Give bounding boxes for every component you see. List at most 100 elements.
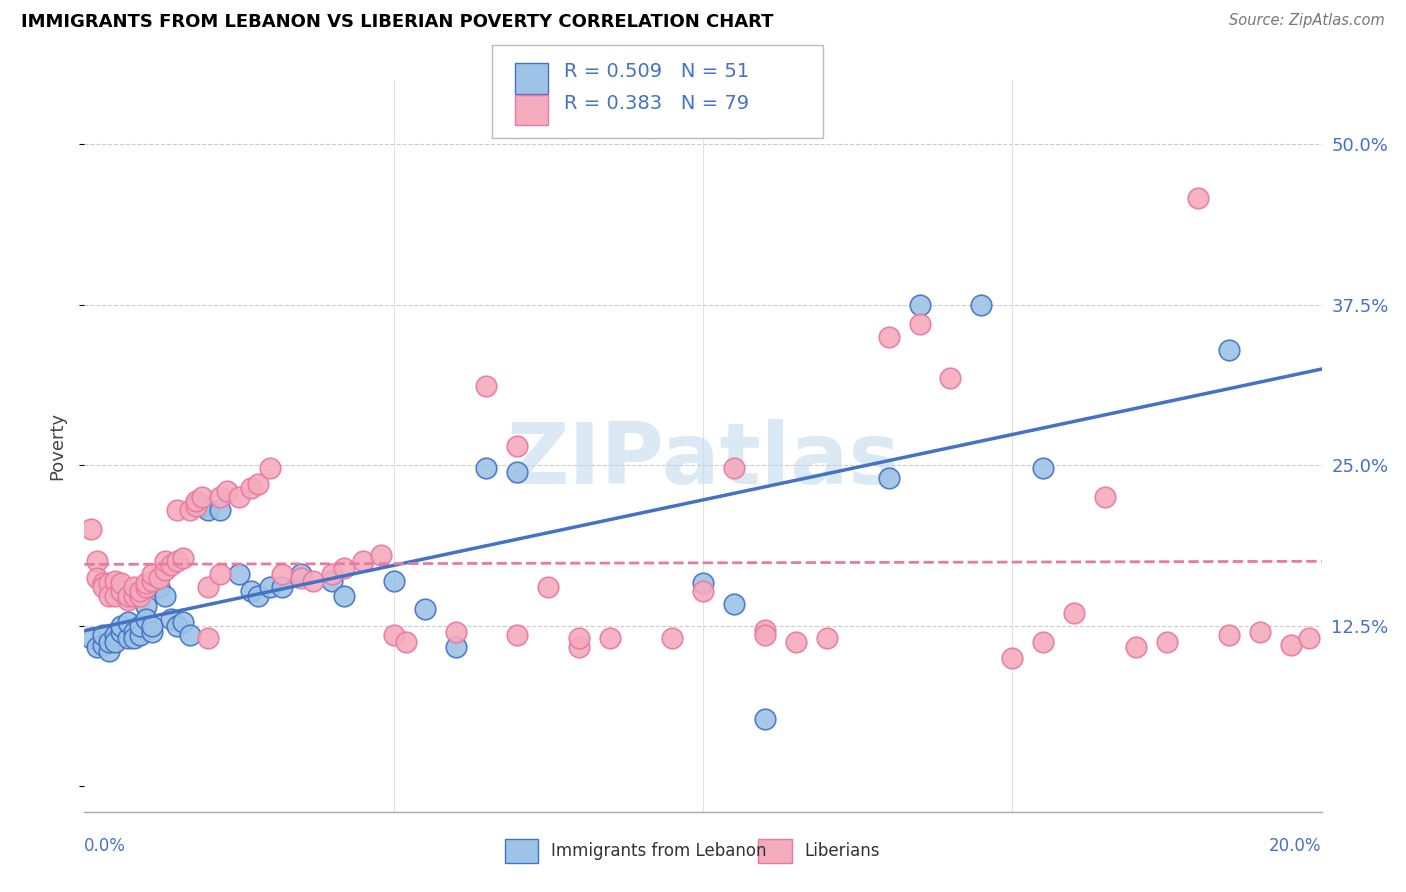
Point xyxy=(153,589,176,603)
Text: Liberians: Liberians xyxy=(804,842,880,860)
Point xyxy=(209,567,232,582)
Text: ZIPatlas: ZIPatlas xyxy=(506,419,900,502)
Point xyxy=(197,503,219,517)
Point xyxy=(568,640,591,655)
Point xyxy=(475,378,498,392)
Point xyxy=(86,571,108,585)
Point xyxy=(117,589,139,603)
Text: 20.0%: 20.0% xyxy=(1270,837,1322,855)
Point xyxy=(215,483,238,498)
Point xyxy=(271,567,294,582)
Point xyxy=(352,554,374,568)
Point xyxy=(166,618,188,632)
Point xyxy=(1032,635,1054,649)
Point xyxy=(197,580,219,594)
Point xyxy=(110,576,132,591)
Point xyxy=(86,640,108,655)
Point xyxy=(122,589,145,603)
Text: R = 0.509   N = 51: R = 0.509 N = 51 xyxy=(564,62,749,80)
Point xyxy=(86,554,108,568)
Point xyxy=(661,632,683,646)
Point xyxy=(153,564,176,578)
Point xyxy=(104,635,127,649)
Point xyxy=(568,632,591,646)
Point xyxy=(754,623,776,637)
Point xyxy=(723,460,745,475)
Point xyxy=(754,627,776,641)
Point xyxy=(395,635,418,649)
Point xyxy=(723,597,745,611)
Point xyxy=(179,627,201,641)
Point xyxy=(754,712,776,726)
Point xyxy=(129,589,152,603)
Point xyxy=(1218,627,1240,641)
Point xyxy=(1298,632,1320,646)
Point xyxy=(1001,650,1024,665)
Point xyxy=(122,632,145,646)
Point xyxy=(160,558,183,573)
Point xyxy=(135,612,157,626)
Point xyxy=(290,567,312,582)
Point xyxy=(692,584,714,599)
Point xyxy=(537,580,560,594)
Point xyxy=(191,491,214,505)
Point xyxy=(877,330,900,344)
Point xyxy=(1063,606,1085,620)
Point xyxy=(141,625,163,640)
Text: R = 0.383   N = 79: R = 0.383 N = 79 xyxy=(564,94,749,112)
Text: IMMIGRANTS FROM LEBANON VS LIBERIAN POVERTY CORRELATION CHART: IMMIGRANTS FROM LEBANON VS LIBERIAN POVE… xyxy=(21,13,773,31)
Point xyxy=(246,589,269,603)
Point xyxy=(110,618,132,632)
Point xyxy=(98,644,121,658)
Point xyxy=(166,554,188,568)
Point xyxy=(129,627,152,641)
Text: Source: ZipAtlas.com: Source: ZipAtlas.com xyxy=(1229,13,1385,29)
Point xyxy=(1125,640,1147,655)
Point xyxy=(1156,635,1178,649)
Point xyxy=(259,580,281,594)
Point xyxy=(104,574,127,588)
Point xyxy=(129,618,152,632)
Point xyxy=(135,599,157,614)
Point xyxy=(209,503,232,517)
Point xyxy=(141,574,163,588)
Point xyxy=(246,477,269,491)
Point xyxy=(1218,343,1240,357)
Point xyxy=(692,576,714,591)
Point xyxy=(785,635,807,649)
Point xyxy=(122,580,145,594)
Text: 0.0%: 0.0% xyxy=(84,837,127,855)
Point xyxy=(191,500,214,514)
Point xyxy=(908,317,931,331)
Point xyxy=(370,548,392,562)
Point xyxy=(444,625,467,640)
Point xyxy=(302,574,325,588)
Point xyxy=(877,471,900,485)
Point xyxy=(135,580,157,594)
Point xyxy=(91,627,114,641)
Point xyxy=(228,491,250,505)
Point xyxy=(271,580,294,594)
Point xyxy=(104,627,127,641)
Point xyxy=(382,627,405,641)
Point xyxy=(382,574,405,588)
Point xyxy=(122,625,145,640)
Point xyxy=(148,571,170,585)
Point xyxy=(444,640,467,655)
Y-axis label: Poverty: Poverty xyxy=(48,412,66,480)
Point xyxy=(91,580,114,594)
Point xyxy=(91,576,114,591)
Point xyxy=(333,589,356,603)
Point xyxy=(172,615,194,629)
Point xyxy=(117,615,139,629)
Point xyxy=(1032,460,1054,475)
Point xyxy=(141,618,163,632)
Point xyxy=(172,550,194,565)
Point xyxy=(104,589,127,603)
Point xyxy=(240,584,263,599)
Point xyxy=(290,571,312,585)
Point xyxy=(148,580,170,594)
Point xyxy=(321,574,343,588)
Point xyxy=(1249,625,1271,640)
Point xyxy=(475,460,498,475)
